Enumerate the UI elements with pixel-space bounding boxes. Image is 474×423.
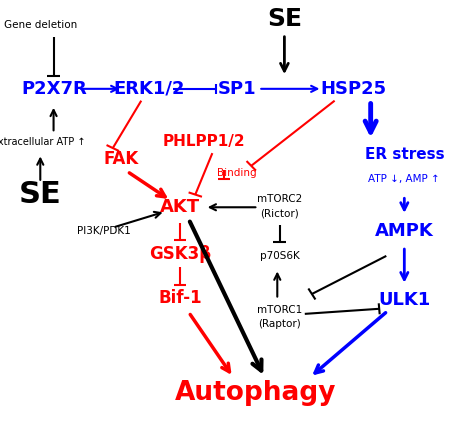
Text: ULK1: ULK1 (378, 291, 430, 309)
Text: extracellular ATP ↑: extracellular ATP ↑ (0, 137, 86, 147)
Text: SE: SE (267, 7, 302, 31)
Text: PI3K/PDK1: PI3K/PDK1 (77, 225, 131, 236)
Text: ER stress: ER stress (365, 147, 445, 162)
Text: GSK3β: GSK3β (149, 245, 211, 263)
Text: Binding: Binding (217, 168, 257, 179)
Text: AKT: AKT (160, 198, 200, 216)
Text: p70S6K: p70S6K (260, 251, 300, 261)
Text: HSP25: HSP25 (320, 80, 386, 98)
Text: SE: SE (19, 180, 62, 209)
Text: mTORC2: mTORC2 (257, 194, 302, 204)
Text: Gene deletion: Gene deletion (4, 20, 77, 30)
Text: PHLPP1/2: PHLPP1/2 (163, 134, 245, 149)
Text: mTORC1: mTORC1 (257, 305, 302, 315)
Text: ERK1/2: ERK1/2 (114, 80, 185, 98)
Text: Bif-1: Bif-1 (158, 289, 202, 307)
Text: AMPK: AMPK (375, 222, 434, 239)
Text: SP1: SP1 (218, 80, 256, 98)
Text: (Raptor): (Raptor) (258, 319, 301, 330)
Text: ATP ↓, AMP ↑: ATP ↓, AMP ↑ (368, 173, 440, 184)
Text: P2X7R: P2X7R (22, 80, 87, 98)
Text: (Rictor): (Rictor) (260, 209, 299, 219)
Text: Autophagy: Autophagy (175, 380, 337, 407)
Text: FAK: FAK (103, 150, 138, 168)
